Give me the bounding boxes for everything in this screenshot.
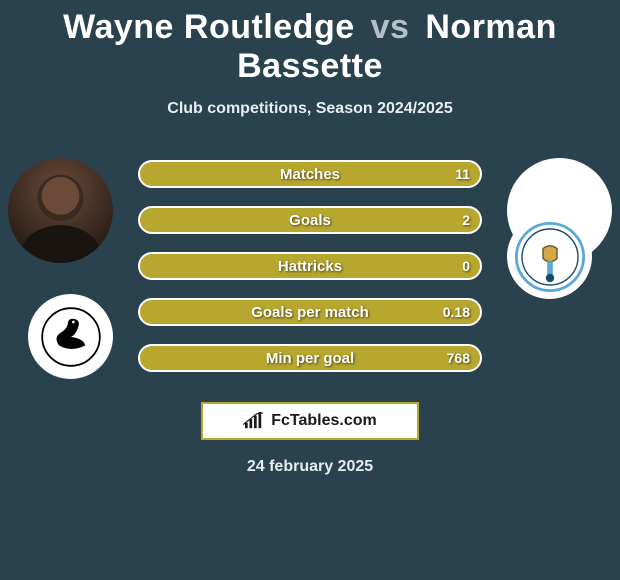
stat-label: Goals bbox=[289, 212, 331, 229]
stat-label: Goals per match bbox=[251, 304, 369, 321]
player2-club-badge bbox=[507, 214, 592, 299]
person-silhouette-icon bbox=[8, 158, 113, 263]
stat-right-value: 2 bbox=[462, 212, 470, 228]
stat-label: Min per goal bbox=[266, 350, 354, 367]
stat-right-value: 768 bbox=[447, 350, 470, 366]
vs-separator: vs bbox=[371, 8, 410, 46]
attribution-text: FcTables.com bbox=[271, 412, 377, 430]
stat-row-hattricks: Hattricks 0 bbox=[138, 252, 482, 280]
swansea-badge-icon bbox=[41, 307, 101, 367]
comparison-content: Matches 11 Goals 2 Hattricks 0 Goals per… bbox=[0, 146, 620, 396]
player1-name: Wayne Routledge bbox=[63, 8, 355, 46]
comparison-title: Wayne Routledge vs Norman Bassette bbox=[0, 0, 620, 86]
stat-right-value: 0 bbox=[462, 258, 470, 274]
stat-label: Hattricks bbox=[278, 258, 342, 275]
date-text: 24 february 2025 bbox=[0, 458, 620, 476]
stat-right-value: 11 bbox=[455, 166, 470, 182]
stat-row-mpg: Min per goal 768 bbox=[138, 344, 482, 372]
player1-avatar bbox=[8, 158, 113, 263]
stat-row-goals: Goals 2 bbox=[138, 206, 482, 234]
stats-bars: Matches 11 Goals 2 Hattricks 0 Goals per… bbox=[138, 160, 482, 390]
stat-row-matches: Matches 11 bbox=[138, 160, 482, 188]
stat-right-value: 0.18 bbox=[443, 304, 470, 320]
coventry-badge-icon bbox=[515, 222, 585, 292]
subtitle: Club competitions, Season 2024/2025 bbox=[0, 100, 620, 118]
stat-row-gpm: Goals per match 0.18 bbox=[138, 298, 482, 326]
stat-label: Matches bbox=[280, 166, 340, 183]
attribution-box: FcTables.com bbox=[201, 402, 419, 440]
bar-chart-icon bbox=[243, 412, 265, 430]
player1-club-badge bbox=[28, 294, 113, 379]
